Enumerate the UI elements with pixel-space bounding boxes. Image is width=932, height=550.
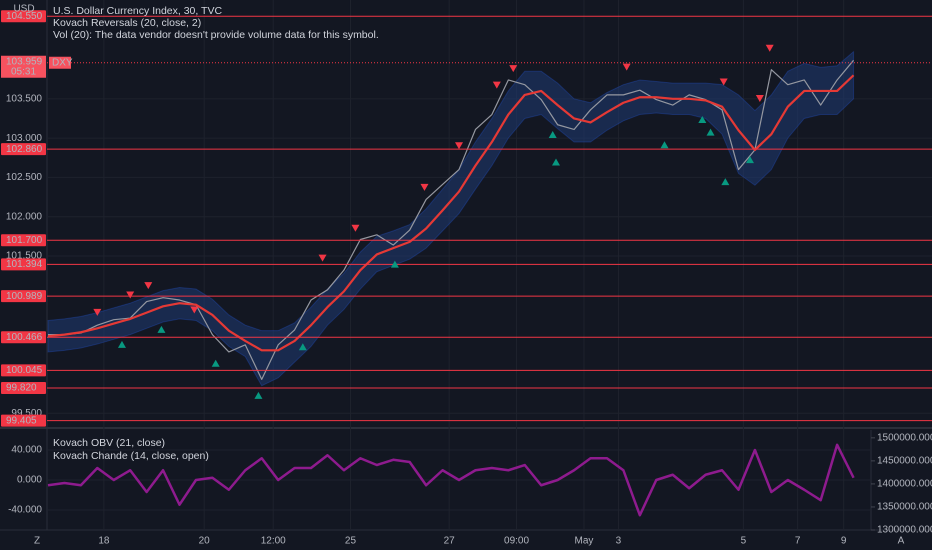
signal-marker: [721, 178, 730, 186]
signal-marker: [755, 95, 764, 103]
indicator-title: Vol (20): The data vendor doesn't provid…: [53, 29, 379, 41]
signal-marker: [551, 158, 560, 166]
level-label: 99.405: [6, 415, 37, 426]
indicator-title: Kovach OBV (21, close): [53, 437, 165, 449]
y2-tick-label: 1400000.000: [877, 479, 932, 490]
chart-title: U.S. Dollar Currency Index, 30, TVC: [53, 5, 222, 17]
y-tick-label: -40.000: [8, 505, 42, 516]
signal-marker: [126, 291, 135, 299]
corner-icon[interactable]: A: [898, 536, 905, 547]
y-tick-label: 103.500: [6, 93, 43, 104]
signal-marker: [318, 254, 327, 262]
y-tick-label: 101.500: [6, 251, 43, 262]
signal-marker: [420, 183, 429, 191]
y-tick-label: 40.000: [11, 445, 42, 456]
signal-marker: [765, 44, 774, 52]
level-label-box: [1, 234, 46, 247]
signal-marker: [706, 128, 715, 136]
signal-marker: [745, 156, 754, 164]
y-tick-label: 103.000: [6, 133, 43, 144]
y2-tick-label: 1350000.000: [877, 502, 932, 513]
level-label-box: [1, 290, 46, 303]
symbol-box: [49, 56, 71, 69]
level-label: 101.700: [6, 235, 43, 246]
level-label: 104.550: [6, 11, 43, 22]
level-label-box: [1, 10, 46, 23]
signal-marker: [390, 260, 399, 268]
current-price-box: [1, 55, 46, 78]
indicator-title: Kovach Chande (14, close, open): [53, 450, 209, 462]
currency: USD: [13, 4, 34, 15]
x-tick-label: 18: [98, 536, 110, 547]
level-label: 102.860: [6, 144, 43, 155]
x-tick-label: 27: [444, 536, 456, 547]
signal-marker: [492, 81, 501, 89]
x-tick-label: 09:00: [504, 536, 529, 547]
level-label-box: [1, 364, 46, 377]
y-tick-label: 102.000: [6, 211, 43, 222]
corner-icon[interactable]: Z: [34, 536, 40, 547]
signal-marker: [660, 141, 669, 149]
x-tick-label: 20: [199, 536, 211, 547]
y-tick-label: 102.500: [6, 172, 43, 183]
x-tick-label: May: [574, 536, 593, 547]
signal-marker: [117, 340, 126, 348]
x-tick-label: 9: [841, 536, 847, 547]
level-label-box: [1, 258, 46, 271]
band: [47, 50, 855, 387]
level-label-box: [1, 382, 46, 395]
signal-marker: [509, 65, 518, 73]
countdown: 05:31: [11, 66, 36, 77]
y2-tick-label: 1500000.000: [877, 432, 932, 443]
signal-marker: [190, 306, 199, 314]
signal-marker: [144, 282, 153, 290]
signal-marker: [548, 130, 557, 138]
x-tick-label: 3: [616, 536, 622, 547]
signal-marker: [298, 343, 307, 351]
series-line: [47, 74, 855, 352]
signal-marker: [157, 325, 166, 333]
y-tick-label: 0.000: [17, 475, 42, 486]
signal-marker: [93, 308, 102, 316]
level-label: 100.045: [6, 365, 43, 376]
y-tick-label: 99.500: [11, 408, 42, 419]
series-line: [48, 59, 855, 381]
x-tick-label: 7: [795, 536, 801, 547]
x-tick-label: 12:00: [261, 536, 286, 547]
series-line: [47, 443, 855, 517]
y2-tick-label: 1300000.000: [877, 525, 932, 536]
level-label-box: [1, 331, 46, 344]
signal-marker: [719, 78, 728, 86]
x-tick-label: 5: [741, 536, 747, 547]
symbol-label: DXY: [52, 57, 73, 68]
level-label: 100.989: [6, 291, 43, 302]
signal-marker: [622, 63, 631, 71]
marks: [47, 15, 932, 517]
indicator-title: Kovach Reversals (20, close, 2): [53, 17, 201, 29]
level-label: 100.466: [6, 332, 43, 343]
level-label: 99.820: [6, 383, 37, 394]
level-label-box: [1, 143, 46, 156]
signal-marker: [254, 391, 263, 399]
y2-tick-label: 1450000.000: [877, 456, 932, 467]
current-price-label: 103.959: [6, 56, 43, 67]
signal-marker: [351, 224, 360, 232]
signal-marker: [455, 142, 463, 150]
level-label-box: [1, 414, 46, 427]
signal-marker: [698, 116, 707, 124]
level-label: 101.394: [6, 259, 43, 270]
labels: 18 20 12:00 25 27 09:00 May 3 5 7 999.500101.50010…: [1, 10, 932, 547]
x-tick-label: 25: [345, 536, 357, 547]
signal-marker: [211, 359, 220, 367]
